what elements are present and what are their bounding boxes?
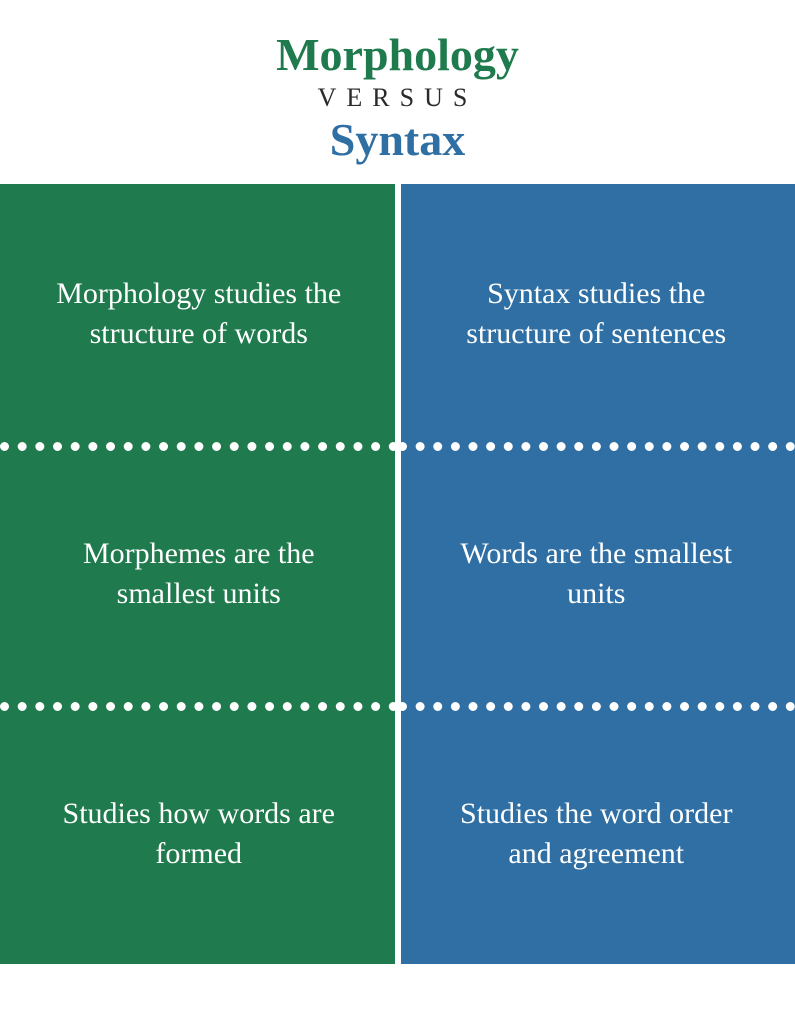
comparison-grid: Morphology studies the structure of word… — [0, 184, 795, 964]
title-syntax: Syntax — [0, 113, 795, 166]
cell-text: Studies how words are formed — [40, 794, 358, 875]
versus-label: VERSUS — [0, 83, 795, 113]
dotted-divider — [0, 702, 398, 711]
footer-text: Pediaa.com — [663, 969, 767, 994]
cell-text: Words are the smallest units — [438, 534, 756, 615]
dotted-divider — [398, 702, 795, 711]
footer-credit: Pediaa.com — [663, 969, 767, 995]
cell-text: Syntax studies the structure of sentence… — [438, 274, 756, 355]
cell-left-0: Morphology studies the structure of word… — [0, 184, 398, 444]
cell-text: Morphemes are the smallest units — [40, 534, 358, 615]
cell-text: Morphology studies the structure of word… — [40, 274, 358, 355]
column-syntax: Syntax studies the structure of sentence… — [398, 184, 795, 964]
header: Morphology VERSUS Syntax — [0, 0, 795, 184]
cell-right-0: Syntax studies the structure of sentence… — [398, 184, 795, 444]
cell-right-1: Words are the smallest units — [398, 444, 795, 704]
cell-left-1: Morphemes are the smallest units — [0, 444, 398, 704]
title-morphology: Morphology — [0, 28, 795, 81]
dotted-divider — [0, 442, 398, 451]
cell-text: Studies the word order and agreement — [438, 794, 756, 875]
dotted-divider — [398, 442, 795, 451]
cell-left-2: Studies how words are formed — [0, 704, 398, 964]
vertical-separator — [398, 184, 401, 964]
column-morphology: Morphology studies the structure of word… — [0, 184, 398, 964]
cell-right-2: Studies the word order and agreement — [398, 704, 795, 964]
